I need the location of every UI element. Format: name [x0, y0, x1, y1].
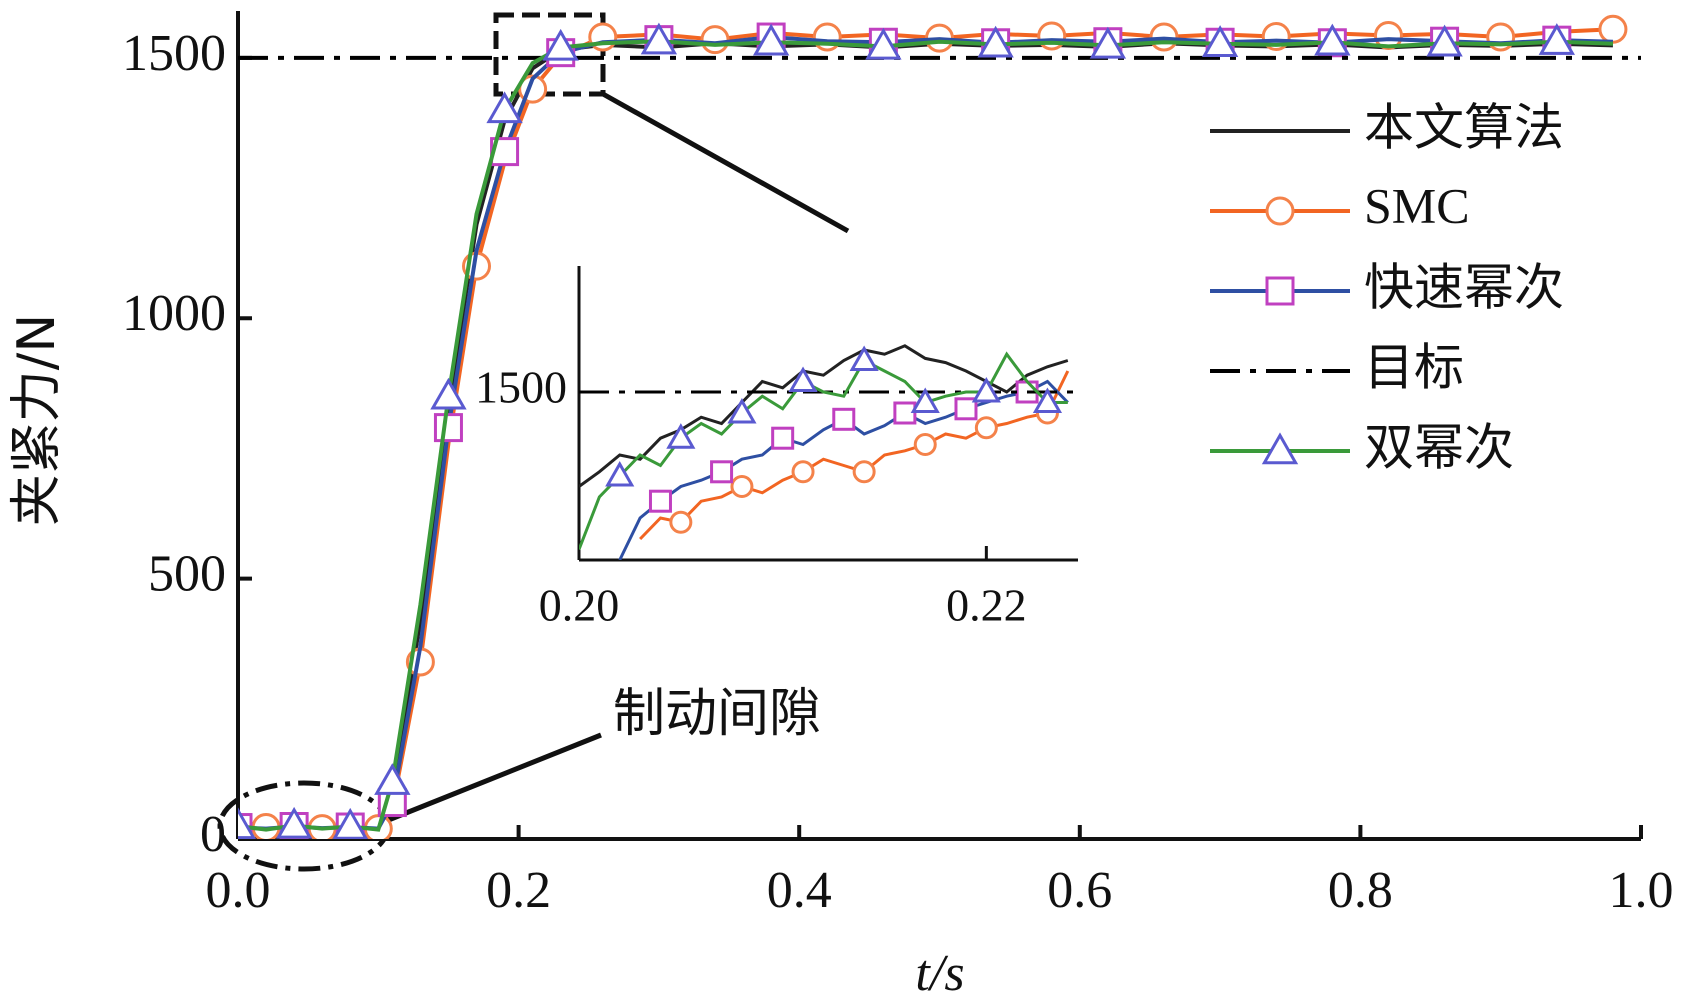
legend-marker — [1261, 432, 1299, 465]
marker — [954, 397, 978, 421]
marker — [727, 397, 757, 424]
marker — [849, 345, 879, 371]
x-tick-label: 0.4 — [767, 862, 832, 919]
marker — [700, 25, 730, 55]
marker — [1314, 23, 1351, 56]
marker — [910, 387, 940, 413]
x-tick-label: 0.6 — [1047, 862, 1112, 919]
marker — [669, 510, 693, 534]
zoom-box — [493, 12, 606, 97]
marker — [865, 27, 902, 60]
marker — [648, 489, 672, 513]
marker — [1426, 24, 1463, 57]
x-tick-label: 1.0 — [1609, 862, 1674, 919]
marker — [710, 460, 734, 484]
marker — [640, 22, 678, 55]
marker — [971, 376, 1001, 403]
marker — [1538, 23, 1576, 55]
legend-label: 快速幂次 — [1364, 259, 1564, 317]
marker — [238, 807, 257, 839]
annotation-arrow — [385, 732, 602, 824]
legend-marker — [1265, 276, 1295, 306]
marker — [486, 91, 523, 124]
marker — [275, 806, 313, 839]
marker — [852, 460, 876, 484]
inset-background — [579, 266, 1078, 560]
legend-label: 双幂次 — [1364, 419, 1514, 477]
marker — [832, 407, 856, 431]
marker — [605, 460, 635, 487]
marker — [374, 763, 411, 795]
y-axis-label: 夹紧力/N — [7, 314, 67, 526]
marker — [913, 433, 937, 456]
marker — [771, 426, 795, 450]
y-tick-label: 500 — [148, 546, 226, 603]
x-tick-label: 0.2 — [486, 862, 551, 919]
y-tick-label: 0 — [200, 806, 226, 863]
legend-label: SMC — [1364, 177, 1470, 233]
marker — [1373, 20, 1403, 50]
marker — [332, 807, 369, 839]
marker — [433, 413, 463, 443]
marker — [1089, 26, 1127, 59]
y-tick-label: 1500 — [475, 362, 567, 413]
marker — [752, 23, 790, 56]
marker — [666, 423, 696, 449]
plot-area — [238, 14, 1641, 839]
marker — [730, 475, 754, 498]
marker — [1201, 25, 1239, 58]
marker — [1598, 14, 1628, 44]
marker — [791, 460, 815, 484]
x-tick-label: 0.8 — [1328, 862, 1393, 919]
marker — [974, 416, 998, 440]
legend-label: 本文算法 — [1364, 99, 1564, 157]
annotation: 制动间隙 — [613, 684, 821, 744]
zoom-connector — [601, 91, 850, 234]
marker — [542, 28, 579, 61]
marker — [788, 366, 818, 392]
plot-area — [579, 344, 1078, 560]
y-tick-label: 1500 — [122, 25, 226, 82]
legend-label: 目标 — [1364, 339, 1464, 397]
x-tick-label: 0.20 — [539, 580, 620, 631]
x-tick-label: 0.0 — [206, 862, 271, 919]
marker — [430, 377, 467, 410]
y-tick-label: 1000 — [122, 285, 226, 342]
marker — [977, 25, 1014, 58]
legend-marker — [1265, 196, 1295, 226]
marker — [1032, 387, 1063, 413]
x-axis-label: t/s — [915, 945, 964, 1002]
x-tick-label: 0.22 — [946, 580, 1027, 631]
